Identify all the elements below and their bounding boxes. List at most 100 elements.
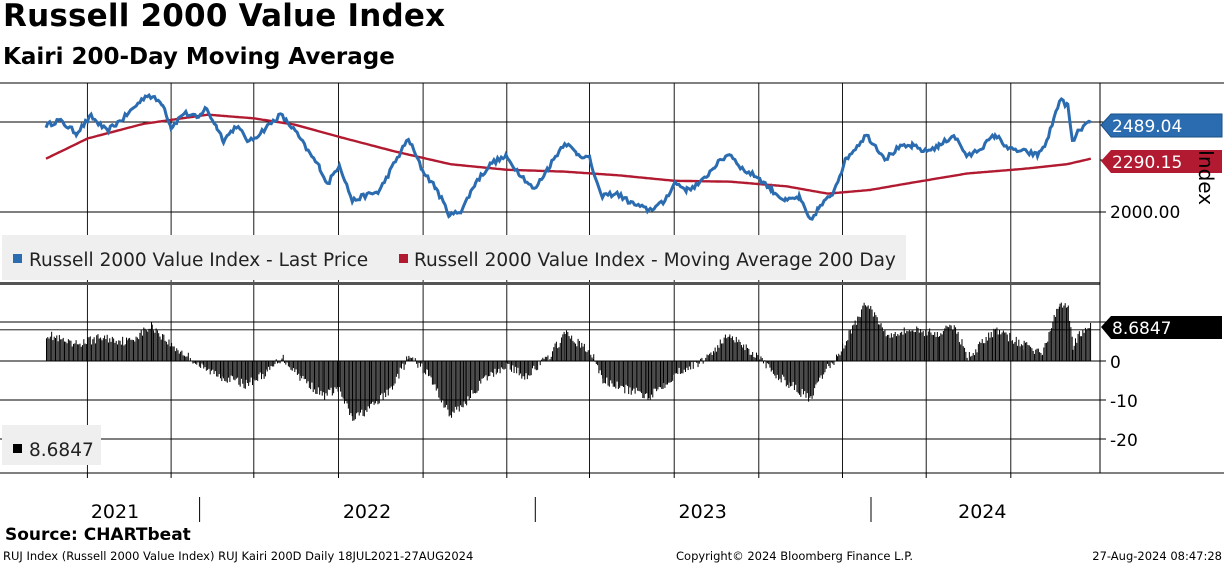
kairi-bar <box>500 361 502 368</box>
kairi-bar <box>629 361 631 388</box>
kairi-bar <box>1081 336 1083 361</box>
kairi-bar <box>83 339 85 361</box>
kairi-bar <box>771 361 773 371</box>
kairi-bar <box>811 361 813 399</box>
kairi-bar <box>612 361 614 387</box>
price-value-tag: 2489.04 <box>1100 113 1223 138</box>
kairi-bar <box>298 361 300 374</box>
kairi-bar <box>692 361 694 369</box>
kairi-bar <box>525 361 527 374</box>
kairi-bar <box>123 345 125 361</box>
kairi-bar <box>788 361 790 388</box>
kairi-bar <box>1017 345 1019 361</box>
kairi-bar <box>255 361 257 381</box>
kairi-bar <box>1043 347 1045 361</box>
kairi-bar <box>709 353 711 361</box>
kairi-bar <box>1030 346 1032 361</box>
kairi-bar <box>542 357 544 361</box>
kairi-bar <box>814 361 816 389</box>
kairi-bar <box>261 361 263 380</box>
kairi-bar <box>608 361 610 387</box>
kairi-bar <box>422 361 424 374</box>
kairi-bar <box>985 337 987 361</box>
kairi-bar <box>737 342 739 361</box>
kairi-bar <box>467 361 469 397</box>
upper-y-axis-title: Index <box>1194 150 1218 205</box>
kairi-bar <box>66 343 68 361</box>
kairi-bar <box>87 337 89 361</box>
kairi-bar <box>213 361 215 375</box>
kairi-bar <box>649 361 651 400</box>
kairi-bar <box>535 361 537 371</box>
kairi-bar <box>639 361 641 392</box>
kairi-bar <box>69 340 71 361</box>
kairi-bar <box>701 357 703 361</box>
kairi-bar <box>463 361 465 402</box>
kairi-bar <box>765 361 767 369</box>
kairi-bar <box>201 361 203 364</box>
kairi-bar <box>155 328 157 361</box>
kairi-bar <box>691 361 693 363</box>
kairi-bar <box>619 361 621 388</box>
kairi-bar <box>739 341 741 361</box>
kairi-bar <box>404 361 406 365</box>
upper-y-tick-2000: 2000.00 <box>1110 203 1180 223</box>
kairi-bar <box>258 361 260 375</box>
kairi-bar <box>921 332 923 361</box>
kairi-bar <box>555 341 557 361</box>
kairi-bar <box>979 341 981 361</box>
kairi-bar <box>723 337 725 361</box>
kairi-bar <box>1006 334 1008 361</box>
kairi-bar <box>599 361 601 371</box>
kairi-bar <box>885 336 887 361</box>
kairi-bar <box>75 340 77 361</box>
kairi-bar <box>752 352 754 361</box>
kairi-bar <box>240 361 242 379</box>
kairi-bar <box>235 361 237 379</box>
kairi-bar <box>575 343 577 361</box>
source-note: Source: CHARTbeat <box>5 525 191 545</box>
kairi-bar <box>511 361 512 372</box>
kairi-bar <box>672 361 674 381</box>
kairi-bar <box>562 334 564 361</box>
kairi-bar <box>797 361 799 394</box>
kairi-bar <box>71 346 73 361</box>
kairi-bar <box>801 361 803 389</box>
kairi-bar <box>890 333 892 361</box>
kairi-bar <box>833 361 835 365</box>
kairi-bar <box>1015 336 1017 361</box>
kairi-bar <box>347 361 349 409</box>
kairi-bar <box>336 361 338 388</box>
kairi-bar <box>325 361 327 394</box>
kairi-bar <box>158 333 160 361</box>
kairi-bar <box>830 361 832 363</box>
kairi-bar <box>652 361 654 398</box>
kairi-bar <box>291 361 293 371</box>
kairi-bar <box>883 331 885 361</box>
kairi-bar <box>281 358 283 361</box>
kairi-bar <box>115 340 117 361</box>
kairi-bar <box>51 331 53 361</box>
kairi-bar <box>1000 334 1002 361</box>
kairi-bar <box>357 361 359 413</box>
kairi-bar <box>547 355 549 361</box>
kairi-bar <box>929 328 931 361</box>
kairi-bar <box>351 361 353 417</box>
kairi-bar <box>715 351 717 361</box>
kairi-bar <box>616 361 618 382</box>
kairi-bar <box>712 351 714 361</box>
kairi-bar <box>775 361 777 379</box>
kairi-bar <box>1053 314 1055 361</box>
kairi-bar <box>763 361 765 364</box>
kairi-bar <box>874 312 876 361</box>
kairi-bar <box>346 361 348 404</box>
kairi-bar <box>806 361 808 394</box>
kairi-bar <box>646 361 648 394</box>
kairi-bar <box>976 352 978 361</box>
kairi-bar <box>208 361 210 369</box>
kairi-bar <box>302 361 304 376</box>
kairi-bar <box>838 353 840 361</box>
kairi-bar <box>913 332 915 361</box>
kairi-bar <box>953 329 955 361</box>
kairi-bar <box>48 338 50 361</box>
